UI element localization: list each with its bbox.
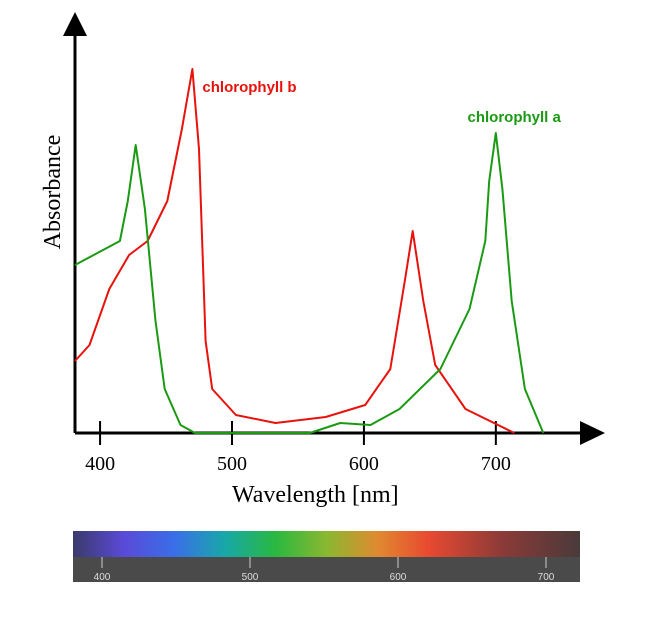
y-axis-label: Absorbance [40, 135, 66, 250]
x-tick-label: 700 [481, 453, 511, 475]
spectrum-label: 700 [538, 572, 555, 583]
x-tick-label: 600 [349, 453, 379, 475]
series-line [74, 132, 545, 434]
spectrum-bar [73, 531, 580, 557]
spectrum-label: 400 [94, 572, 111, 583]
x-tick-label: 400 [85, 453, 115, 475]
y-axis-arrow [63, 12, 87, 36]
x-axis-arrow [580, 421, 605, 445]
spectrum-scale-bg [73, 557, 580, 582]
spectrum-label: 500 [242, 572, 259, 583]
series-label: chlorophyll a [467, 109, 561, 126]
series-label: chlorophyll b [202, 79, 296, 96]
x-tick-label: 500 [217, 453, 247, 475]
x-axis-label: Wavelength [nm] [232, 482, 399, 508]
spectrum-label: 600 [390, 572, 407, 583]
series-line [74, 68, 515, 434]
